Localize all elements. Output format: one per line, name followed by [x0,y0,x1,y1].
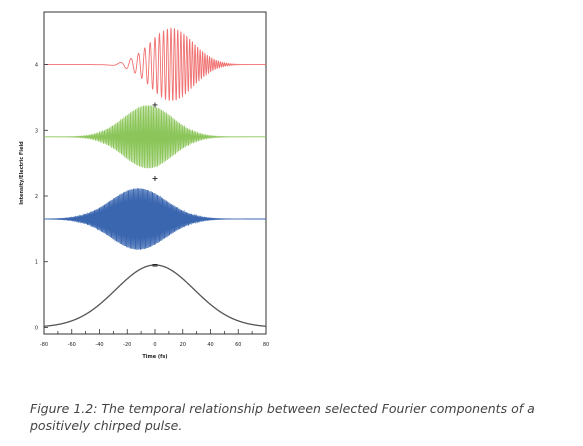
y-tick-label: 0 [35,325,38,331]
series-line-2 [44,105,266,169]
x-axis-ticks: -80 -60 -40 -20 0 20 40 60 80 [40,329,269,348]
y-tick-label: 1 [35,260,38,266]
x-tick-label: -40 [95,342,103,348]
x-tick-label: 40 [207,342,213,348]
x-tick-label: 80 [263,342,269,348]
series-line-1 [44,26,266,101]
series-layer [43,26,267,327]
x-tick-label: -80 [40,342,48,348]
operator-symbol: = [152,261,159,270]
y-tick-label: 4 [35,63,38,69]
chirped-pulse-chart: + + = -80 -60 -40 -20 0 20 40 60 80 0 1 2 3 4 Time (fs… [19,11,269,360]
x-axis-label: Time (fs) [142,354,167,360]
y-axis-label: Intensity/Electric Field [19,141,25,205]
operator-layer: + + = [152,100,159,269]
x-tick-label: 20 [180,342,186,348]
y-tick-label: 2 [35,194,38,200]
operator-symbol: + [152,174,159,183]
x-tick-label: 0 [153,342,156,348]
y-axis-ticks: 0 1 2 3 4 [35,63,48,331]
figure-caption: Figure 1.2: The temporal relationship be… [30,401,535,433]
x-tick-label: -60 [68,342,76,348]
x-tick-label: 60 [235,342,241,348]
x-tick-label: -20 [123,342,131,348]
operator-symbol: + [152,100,159,109]
series-line-3 [43,188,266,250]
y-tick-label: 3 [35,128,38,134]
series-line-4 [43,264,267,327]
